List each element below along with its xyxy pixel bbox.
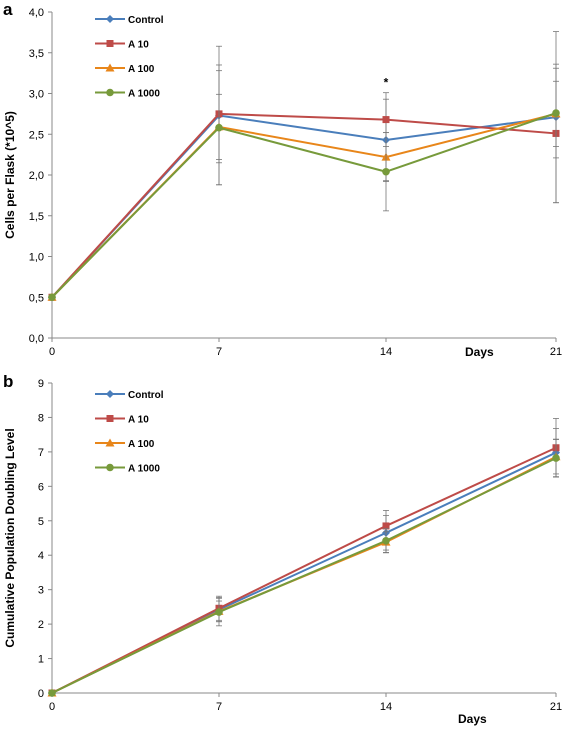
legend-marker bbox=[106, 390, 114, 398]
y-axis-label: Cells per Flask (*10^5) bbox=[3, 111, 17, 239]
legend-item: A 100 bbox=[95, 438, 155, 450]
series-line bbox=[51, 112, 557, 298]
series-a-1000 bbox=[48, 438, 560, 697]
data-point bbox=[48, 293, 56, 302]
y-tick-label: 4,0 bbox=[29, 7, 44, 19]
y-tick-label: 3,0 bbox=[29, 89, 44, 101]
y-tick-label: 0,0 bbox=[29, 333, 44, 345]
legend-label: Control bbox=[128, 390, 164, 401]
series-control bbox=[48, 31, 560, 302]
x-tick-label: 7 bbox=[216, 346, 222, 358]
x-tick-label: 0 bbox=[49, 346, 55, 358]
data-point bbox=[552, 454, 560, 462]
legend-marker bbox=[106, 463, 114, 472]
x-tick-label: 14 bbox=[380, 701, 392, 713]
legend-label: A 10 bbox=[128, 415, 149, 426]
legend-label: A 100 bbox=[128, 64, 155, 75]
series-a-10 bbox=[48, 63, 560, 301]
legend: Control A 10 A 100 A 1000 bbox=[95, 390, 164, 475]
y-tick-label: 2 bbox=[38, 619, 44, 631]
data-point bbox=[215, 123, 223, 132]
y-tick-label: 3 bbox=[38, 585, 44, 597]
y-tick-label: 0,5 bbox=[29, 292, 44, 304]
y-tick-label: 4 bbox=[38, 550, 44, 562]
panel-b: b 0 1 2 3 4 5 6 7 8 9 0 7 14 21 Cumulative Population D… bbox=[3, 372, 562, 726]
legend-item: A 10 bbox=[95, 415, 149, 426]
data-point bbox=[215, 608, 223, 616]
series-a-1000 bbox=[48, 67, 560, 302]
series-a-100 bbox=[47, 80, 561, 301]
legend-item: Control bbox=[95, 390, 164, 401]
legend-marker bbox=[106, 88, 114, 97]
legend-label: A 10 bbox=[128, 40, 149, 51]
y-tick-label: 9 bbox=[38, 378, 44, 390]
y-tick-label: 5 bbox=[38, 516, 44, 528]
data-point bbox=[382, 522, 390, 530]
series-line bbox=[51, 446, 557, 694]
x-tick-label: 21 bbox=[550, 701, 562, 713]
legend-label: A 1000 bbox=[128, 89, 160, 100]
legend-marker bbox=[105, 63, 115, 72]
series-line bbox=[51, 457, 557, 694]
y-tick-label: 3,5 bbox=[29, 48, 44, 60]
legend-label: A 100 bbox=[128, 439, 155, 450]
series-line bbox=[51, 112, 557, 298]
legend-marker bbox=[105, 438, 115, 447]
legend-marker bbox=[106, 40, 114, 47]
y-tick-label: 2,0 bbox=[29, 170, 44, 182]
y-tick-label: 1,0 bbox=[29, 252, 44, 264]
panel-a: a 0,0 0,5 1,0 1,5 2,0 2,5 3,0 3,5 4,0 0 7 14 21 Cells … bbox=[3, 0, 562, 359]
y-tick-label: 1 bbox=[38, 654, 44, 666]
panel-label: b bbox=[3, 372, 13, 391]
significance-marker: * bbox=[384, 76, 389, 90]
y-tick-label: 0 bbox=[38, 688, 44, 700]
legend-item: A 100 bbox=[95, 63, 155, 75]
x-tick-label: 14 bbox=[380, 346, 392, 358]
series-line bbox=[51, 112, 557, 298]
data-point bbox=[382, 536, 390, 545]
legend-item: A 1000 bbox=[95, 464, 160, 475]
series-a-10 bbox=[48, 418, 560, 697]
x-tick-label: 0 bbox=[49, 701, 55, 713]
x-axis-label: Days bbox=[458, 712, 487, 726]
legend-item: Control bbox=[95, 15, 164, 26]
y-tick-label: 1,5 bbox=[29, 211, 44, 223]
legend-item: A 10 bbox=[95, 40, 149, 51]
legend-marker bbox=[106, 15, 114, 23]
x-tick-label: 21 bbox=[550, 346, 562, 358]
data-point bbox=[48, 689, 56, 697]
y-tick-label: 2,5 bbox=[29, 129, 44, 141]
x-tick-label: 7 bbox=[216, 701, 222, 713]
legend-item: A 1000 bbox=[95, 89, 160, 100]
data-point bbox=[382, 116, 390, 124]
data-point bbox=[552, 109, 560, 117]
y-tick-label: 6 bbox=[38, 481, 44, 493]
y-axis-label: Cumulative Population Doubling Level bbox=[3, 428, 17, 647]
panel-label: a bbox=[3, 0, 13, 19]
legend: Control A 10 A 100 A 1000 bbox=[95, 15, 164, 100]
x-axis-label: Days bbox=[465, 345, 494, 359]
y-tick-label: 7 bbox=[38, 447, 44, 459]
legend-label: Control bbox=[128, 15, 164, 26]
data-point bbox=[382, 167, 390, 176]
legend-label: A 1000 bbox=[128, 464, 160, 475]
y-tick-label: 8 bbox=[38, 412, 44, 424]
legend-marker bbox=[106, 415, 114, 422]
